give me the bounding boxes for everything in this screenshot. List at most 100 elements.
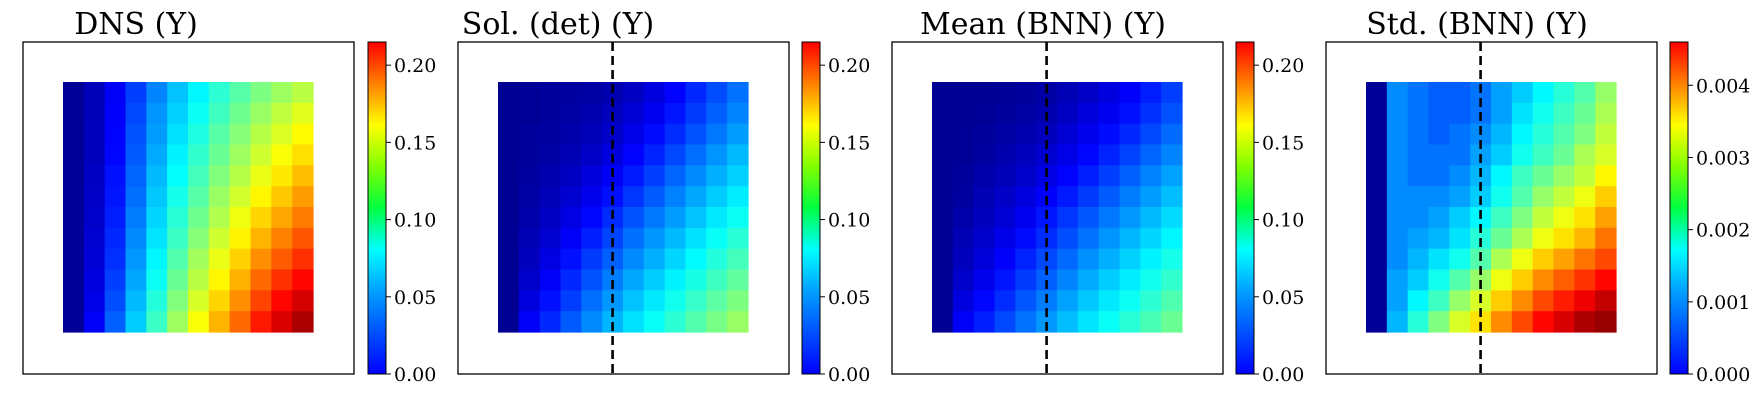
heatmap-cell — [1595, 123, 1617, 146]
heatmap-cell — [292, 290, 314, 312]
heatmap-cell — [581, 290, 603, 312]
heatmap-cell — [1407, 311, 1430, 333]
heatmap-cell — [1532, 311, 1555, 333]
heatmap-cell — [1491, 248, 1513, 271]
heatmap-cell — [539, 186, 562, 208]
heatmap-cell — [125, 227, 147, 250]
heatmap-cell — [518, 82, 541, 104]
heatmap-cell — [1386, 144, 1409, 166]
heatmap-cell — [1057, 207, 1079, 229]
heatmap-cell — [539, 82, 562, 104]
heatmap-cell — [125, 186, 147, 208]
heatmap-cell — [973, 269, 996, 291]
heatmap-cell — [685, 186, 707, 208]
heatmap-cell — [1077, 269, 1100, 291]
heatmap-cell — [208, 311, 231, 333]
heatmap-cell — [1449, 290, 1471, 312]
heatmap-cell — [1428, 248, 1450, 271]
heatmap-cell — [188, 123, 210, 146]
heatmap-cell — [706, 311, 728, 333]
heatmap-cell — [1511, 82, 1534, 104]
colorbar-tick-label: 0.001 — [1696, 292, 1750, 314]
heatmap-cell — [664, 269, 687, 291]
heatmap-cell — [1595, 165, 1617, 187]
heatmap-cell — [229, 269, 252, 291]
heatmap-cell — [1057, 269, 1079, 291]
heatmap-cell — [994, 102, 1016, 125]
heatmap-cell — [208, 227, 231, 250]
heatmap-cell — [1057, 248, 1079, 271]
heatmap-cell — [952, 207, 975, 229]
heatmap-cell — [952, 269, 975, 291]
heatmap-cell — [1366, 82, 1388, 104]
heatmap-cell — [706, 165, 728, 187]
heatmap-cell — [560, 144, 582, 166]
heatmap-cell — [685, 311, 707, 333]
heatmap-cell — [1140, 82, 1162, 104]
heatmap-cell — [623, 186, 645, 208]
heatmap-cell — [1057, 186, 1079, 208]
heatmap-cell — [1428, 290, 1450, 312]
heatmap-cell — [1015, 144, 1037, 166]
heatmap-cell — [994, 227, 1016, 250]
heatmap-cell — [623, 144, 645, 166]
heatmap-cell — [994, 290, 1016, 312]
heatmap-cell — [581, 144, 603, 166]
heatmap-cell — [1057, 144, 1079, 166]
heatmap-cell — [1161, 290, 1183, 312]
heatmap-cell — [1428, 102, 1450, 125]
heatmap-cell — [83, 144, 106, 166]
colorbar-tick-label: 0.15 — [394, 132, 436, 154]
heatmap-cell — [1098, 186, 1121, 208]
heatmap-cell — [1140, 165, 1162, 187]
heatmap-cell — [188, 165, 210, 187]
heatmap-cell — [1553, 269, 1575, 291]
heatmap-cell — [664, 165, 687, 187]
heatmap-cell — [664, 311, 687, 333]
heatmap-cell — [1532, 248, 1555, 271]
heatmap-cell — [1449, 165, 1471, 187]
heatmap-cell — [1366, 248, 1388, 271]
heatmap-cell — [643, 207, 666, 229]
heatmap-cell — [581, 82, 603, 104]
heatmap-cell — [1366, 186, 1388, 208]
heatmap-cell — [539, 123, 562, 146]
heatmap-cell — [83, 227, 106, 250]
heatmap-cell — [271, 248, 293, 271]
heatmap-cell — [1015, 82, 1037, 104]
heatmap-cell — [1119, 123, 1141, 146]
heatmap-cell — [83, 165, 106, 187]
heatmap-cell — [1057, 123, 1079, 146]
heatmap-cell — [1119, 290, 1141, 312]
heatmap-cell — [973, 144, 996, 166]
heatmap-cell — [1511, 144, 1534, 166]
heatmap-cell — [1491, 186, 1513, 208]
heatmap-cell — [1553, 207, 1575, 229]
heatmap-cell — [973, 165, 996, 187]
panel-title: Sol. (det) (Y) — [462, 7, 654, 42]
heatmap-cell — [581, 186, 603, 208]
heatmap-grid — [1366, 42, 1617, 374]
colorbar — [1669, 41, 1689, 375]
heatmap-cell — [104, 144, 127, 166]
colorbar-tick-label: 0.000 — [1696, 364, 1750, 386]
heatmap-cell — [560, 227, 582, 250]
heatmap-cell — [1491, 269, 1513, 291]
heatmap-cell — [727, 165, 749, 187]
heatmap-cell — [250, 248, 272, 271]
heatmap-cell — [973, 290, 996, 312]
colorbar-tick-label: 0.00 — [394, 364, 436, 386]
heatmap-cell — [1491, 165, 1513, 187]
heatmap-cell — [229, 311, 252, 333]
panel-sol-det: Sol. (det) (Y) 0.00 0.05 0.10 0.15 0.20 — [457, 7, 870, 386]
heatmap-cell — [188, 186, 210, 208]
heatmap-cell — [1386, 207, 1409, 229]
heatmap-cell — [973, 82, 996, 104]
heatmap-cell — [63, 186, 85, 208]
colorbar-tick-label: 0.00 — [828, 364, 870, 386]
heatmap-cell — [1491, 82, 1513, 104]
heatmap-cell — [208, 102, 231, 125]
heatmap-cell — [125, 123, 147, 146]
heatmap-cell — [581, 248, 603, 271]
heatmap-cell — [623, 227, 645, 250]
